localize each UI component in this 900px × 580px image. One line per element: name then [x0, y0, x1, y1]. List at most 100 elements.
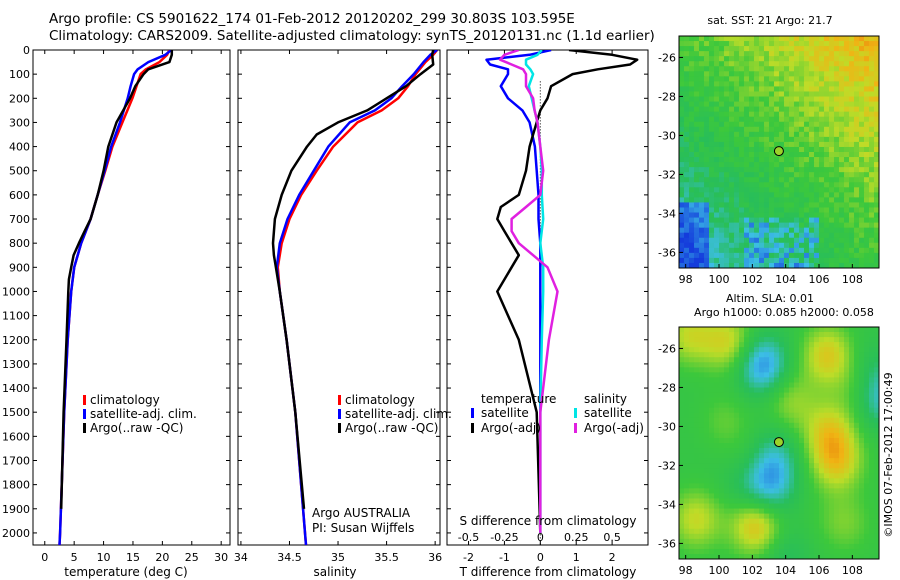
map-cell: [859, 247, 865, 254]
map-cell: [809, 498, 815, 505]
map-cell: [764, 86, 770, 93]
map-cell: [874, 417, 879, 424]
map-cell: [694, 417, 700, 424]
map-cell: [679, 172, 685, 178]
map-cell: [819, 362, 825, 368]
map-cell: [769, 443, 775, 449]
map-cell: [804, 197, 810, 204]
map-cell: [759, 162, 765, 168]
map-cell: [739, 468, 745, 474]
map-cell: [859, 157, 865, 163]
map-cell: [769, 222, 775, 229]
map-cell: [859, 101, 865, 108]
map-cell: [689, 468, 695, 474]
map-cell: [774, 483, 780, 489]
map-cell: [804, 362, 810, 368]
map-cell: [754, 402, 760, 409]
map-cell: [714, 177, 720, 183]
map-cell: [749, 121, 755, 128]
map-cell: [769, 141, 775, 148]
map-cell: [859, 217, 865, 224]
map-cell: [829, 237, 835, 244]
map-cell: [764, 498, 770, 505]
map-cell: [724, 136, 730, 143]
map-cell: [759, 242, 765, 249]
map-cell: [704, 106, 710, 113]
map-cell: [774, 187, 780, 193]
map-cell: [699, 71, 705, 77]
map-cell: [709, 528, 715, 535]
map-cell: [694, 372, 700, 379]
map-cell: [774, 66, 780, 72]
map-cell: [754, 488, 760, 495]
map-cell: [714, 377, 720, 384]
map-cell: [794, 327, 800, 333]
map-cell: [804, 448, 810, 454]
map-cell: [694, 543, 700, 550]
map-y-tick-label: -26: [658, 342, 676, 355]
map-cell: [679, 207, 685, 214]
map-cell: [839, 187, 845, 193]
legend-label-satellite: satellite-adj. clim.: [90, 407, 197, 421]
map-cell: [694, 141, 700, 148]
map-cell: [689, 141, 695, 148]
map-cell: [734, 327, 740, 333]
map-cell: [854, 227, 860, 234]
map-cell: [679, 473, 685, 479]
map-cell: [839, 252, 845, 259]
map-cell: [794, 237, 800, 244]
map-cell: [719, 202, 725, 209]
map-cell: [844, 412, 850, 419]
map-cell: [749, 222, 755, 229]
map-cell: [694, 523, 700, 530]
map-cell: [834, 61, 840, 67]
map-cell: [789, 548, 795, 555]
map-cell: [869, 337, 875, 343]
map-cell: [804, 121, 810, 128]
map-cell: [749, 367, 755, 373]
map-cell: [799, 71, 805, 77]
map-cell: [774, 106, 780, 113]
map-cell: [854, 422, 860, 429]
map-cell: [779, 131, 785, 138]
map-cell: [739, 352, 745, 358]
map-cell: [824, 126, 830, 133]
map-cell: [784, 483, 790, 489]
map-cell: [699, 548, 705, 555]
map-cell: [729, 417, 735, 424]
map-cell: [744, 538, 750, 545]
map-cell: [854, 106, 860, 113]
map-cell: [874, 56, 879, 62]
map-cell: [744, 146, 750, 153]
legend-label-climatology: climatology: [90, 393, 160, 407]
map-cell: [824, 432, 830, 439]
map-cell: [779, 252, 785, 259]
map-cell: [859, 332, 865, 338]
map-cell: [724, 533, 730, 540]
map-cell: [754, 227, 760, 234]
map-cell: [874, 523, 879, 530]
map-cell: [719, 152, 725, 158]
map-cell: [859, 437, 865, 444]
map-cell: [724, 56, 730, 62]
map-cell: [799, 528, 805, 535]
map-cell: [729, 427, 735, 434]
depth-tick-label: 500: [9, 165, 30, 178]
map-cell: [824, 192, 830, 198]
map-cell: [834, 543, 840, 550]
map-cell: [799, 177, 805, 183]
map-cell: [744, 463, 750, 469]
map-cell: [704, 66, 710, 72]
map-cell: [694, 458, 700, 464]
map-cell: [874, 483, 879, 489]
map-cell: [869, 417, 875, 424]
map-cell: [859, 528, 865, 535]
map-cell: [844, 227, 850, 234]
map-cell: [779, 202, 785, 209]
map-cell: [809, 448, 815, 454]
map-cell: [874, 488, 879, 495]
map-cell: [779, 347, 785, 353]
map-cell: [789, 217, 795, 224]
map-cell: [739, 327, 745, 333]
map-cell: [804, 543, 810, 550]
